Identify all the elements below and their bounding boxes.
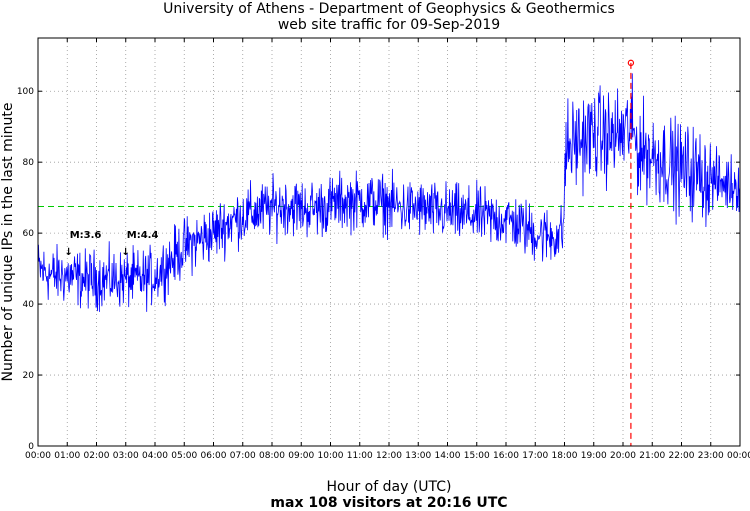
grid-lines: [38, 38, 740, 446]
x-tick-label: 19:00: [581, 451, 607, 461]
x-axis-ticks: 00:00 01:00 02:00 03:00 04:00 05:00 06:00 07:00…: [25, 38, 750, 461]
y-tick-label: 20: [23, 371, 35, 381]
peak-marker-group: [627, 59, 635, 446]
x-tick-label: 03:00: [113, 451, 139, 461]
y-tick-label: 60: [23, 229, 35, 239]
peak-marker: [627, 59, 635, 67]
x-tick-label: 02:00: [84, 451, 110, 461]
series-group: [37, 73, 741, 312]
x-tick-label: 06:00: [201, 451, 227, 461]
x-tick-label: 16:00: [493, 451, 519, 461]
x-tick-label: 11:00: [347, 451, 373, 461]
x-tick-label: 14:00: [435, 451, 461, 461]
annotations-group: M:3.6 ↓ M:4.4 ↓: [65, 230, 159, 258]
annotation-label: M:3.6: [70, 230, 102, 241]
x-tick-label: 00:00: [25, 451, 51, 461]
chart-title: University of Athens - Department of Geo…: [163, 1, 615, 17]
y-axis-ticks: 0 20 40 60 80 100: [17, 87, 740, 452]
y-axis-label: Number of unique IPs in the last minute: [0, 103, 16, 382]
x-tick-label: 20:00: [610, 451, 636, 461]
x-tick-label: 21:00: [639, 451, 665, 461]
x-tick-label: 13:00: [405, 451, 431, 461]
x-tick-label: 05:00: [171, 451, 197, 461]
y-tick-label: 80: [23, 158, 35, 168]
x-tick-label: 15:00: [464, 451, 490, 461]
x-axis-label: Hour of day (UTC): [327, 479, 452, 495]
x-tick-label: 09:00: [288, 451, 314, 461]
y-tick-label: 100: [17, 87, 34, 97]
annotation-label: M:4.4: [127, 230, 159, 241]
footer-peak-summary: max 108 visitors at 20:16 UTC: [270, 495, 507, 511]
annotation-arrow-icon: ↓: [65, 247, 73, 258]
x-tick-label: 18:00: [552, 451, 578, 461]
x-tick-label: 00:00: [727, 451, 750, 461]
annotation-arrow-icon: ↓: [122, 247, 130, 258]
x-tick-label: 17:00: [522, 451, 548, 461]
x-tick-label: 07:00: [230, 451, 256, 461]
x-tick-label: 01:00: [54, 451, 80, 461]
x-tick-label: 12:00: [376, 451, 402, 461]
x-tick-label: 22:00: [669, 451, 695, 461]
x-tick-label: 04:00: [142, 451, 168, 461]
x-tick-label: 23:00: [698, 451, 724, 461]
x-tick-label: 10:00: [318, 451, 344, 461]
x-tick-label: 08:00: [259, 451, 285, 461]
y-tick-label: 0: [28, 442, 34, 452]
y-tick-label: 40: [23, 300, 35, 310]
series-line: [37, 73, 741, 312]
chart-subtitle: web site traffic for 09-Sep-2019: [278, 17, 500, 33]
